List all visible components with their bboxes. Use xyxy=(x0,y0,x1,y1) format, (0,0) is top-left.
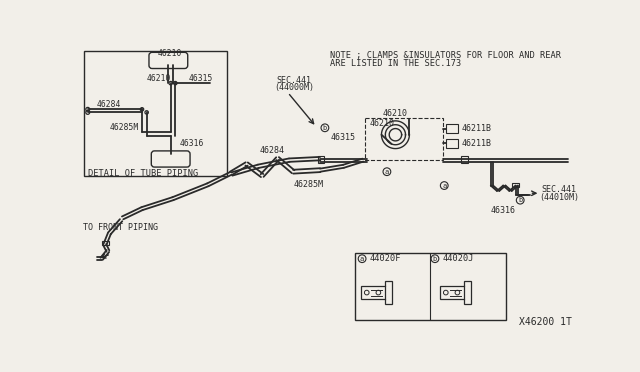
Text: 46316: 46316 xyxy=(491,206,516,215)
Text: 46284: 46284 xyxy=(97,100,122,109)
Bar xyxy=(446,139,458,148)
Text: 46211B: 46211B xyxy=(461,124,492,133)
Text: (44010M): (44010M) xyxy=(539,193,579,202)
Text: SEC.441: SEC.441 xyxy=(541,185,576,194)
Bar xyxy=(461,156,467,163)
Bar xyxy=(513,183,520,187)
Text: 46285M: 46285M xyxy=(109,123,139,132)
Text: (44000M): (44000M) xyxy=(274,83,314,92)
Bar xyxy=(318,156,324,163)
Text: 46284: 46284 xyxy=(260,147,285,155)
Text: ARE LISTED IN THE SEC.173: ARE LISTED IN THE SEC.173 xyxy=(330,59,461,68)
Text: 46315: 46315 xyxy=(189,74,213,83)
Text: b: b xyxy=(518,197,522,203)
Text: 44020F: 44020F xyxy=(370,254,401,263)
Text: NOTE ; CLAMPS &INSULATORS FOR FLOOR AND REAR: NOTE ; CLAMPS &INSULATORS FOR FLOOR AND … xyxy=(330,51,561,60)
Bar xyxy=(355,253,506,320)
Bar xyxy=(84,51,227,176)
Text: a: a xyxy=(442,183,446,189)
Text: 46210: 46210 xyxy=(369,119,394,128)
Text: 46285M: 46285M xyxy=(293,180,323,189)
Bar xyxy=(365,118,443,160)
Text: TO FRONT PIPING: TO FRONT PIPING xyxy=(83,222,158,232)
Text: b: b xyxy=(323,125,327,131)
Text: 46210: 46210 xyxy=(157,49,182,58)
Text: a: a xyxy=(360,256,364,262)
Text: SEC.441: SEC.441 xyxy=(276,76,311,84)
Text: 44020J: 44020J xyxy=(443,254,474,263)
Text: b: b xyxy=(433,256,437,262)
Text: DETAIL OF TUBE PIPING: DETAIL OF TUBE PIPING xyxy=(88,169,198,178)
Bar xyxy=(102,241,109,245)
Text: 46210: 46210 xyxy=(382,109,407,118)
Bar xyxy=(446,124,458,133)
Text: 46316: 46316 xyxy=(179,139,204,148)
Text: 46315: 46315 xyxy=(330,132,355,141)
FancyBboxPatch shape xyxy=(149,52,188,68)
Text: 46211B: 46211B xyxy=(461,139,492,148)
Text: X46200 1T: X46200 1T xyxy=(518,317,572,327)
FancyBboxPatch shape xyxy=(151,151,190,167)
Text: a: a xyxy=(385,169,389,175)
Text: 46210: 46210 xyxy=(147,74,171,83)
